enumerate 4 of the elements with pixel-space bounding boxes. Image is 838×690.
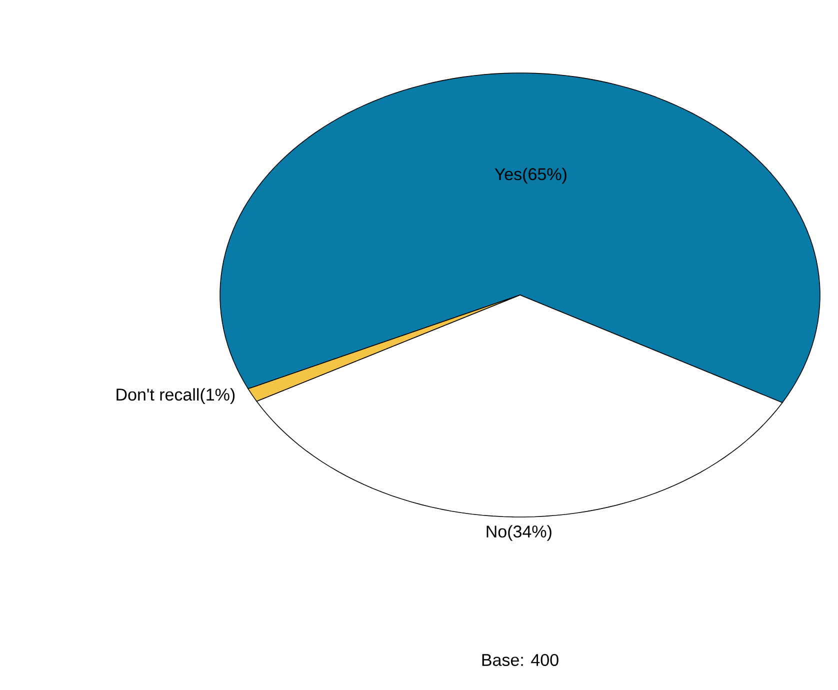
text: Base: 400 <box>482 654 558 666</box>
slice-label: Don't recall(1%) <box>116 388 235 404</box>
slice-label: No(34%) <box>486 525 552 541</box>
slice-label: Yes(65%) <box>494 168 566 184</box>
